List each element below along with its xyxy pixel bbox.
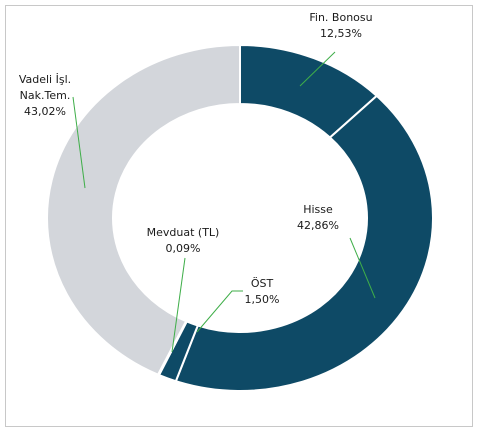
slice-label: Mevduat (TL) [147,226,220,239]
slice-label: Fin. Bonosu [309,11,372,24]
leader-line [196,290,243,333]
slice-label-line: Hisse [303,203,333,216]
slice-label-line: Nak.Tem. [20,89,71,102]
slice-label-line: Fin. Bonosu [309,11,372,24]
slice-value-label-line: 42,86% [297,219,339,232]
donut-slice [46,43,241,376]
slice-label: Vadeli İşl. Nak.Tem. [19,73,71,102]
slice-value-label: 43,02% [24,105,66,118]
slice-value-label-line: 0,09% [166,242,201,255]
slice-value-label-line: 12,53% [320,27,362,40]
slice-label-line: Vadeli İşl. [19,73,71,86]
donut-slice [174,94,434,392]
slice-label: ÖST [251,277,274,290]
leader-line [299,51,336,87]
slice-label: Hisse [303,203,333,216]
slice-label-line: Mevduat (TL) [147,226,220,239]
leader-line [171,257,186,353]
leader-line [349,237,376,299]
leader-line [72,96,86,189]
slice-value-label-line: 1,50% [245,293,280,306]
slice-label-line: ÖST [251,277,274,290]
slice-value-label-line: 43,02% [24,105,66,118]
slice-value-label: 12,53% [320,27,362,40]
slice-value-label: 42,86% [297,219,339,232]
slice-value-label: 0,09% [166,242,201,255]
slice-value-label: 1,50% [245,293,280,306]
